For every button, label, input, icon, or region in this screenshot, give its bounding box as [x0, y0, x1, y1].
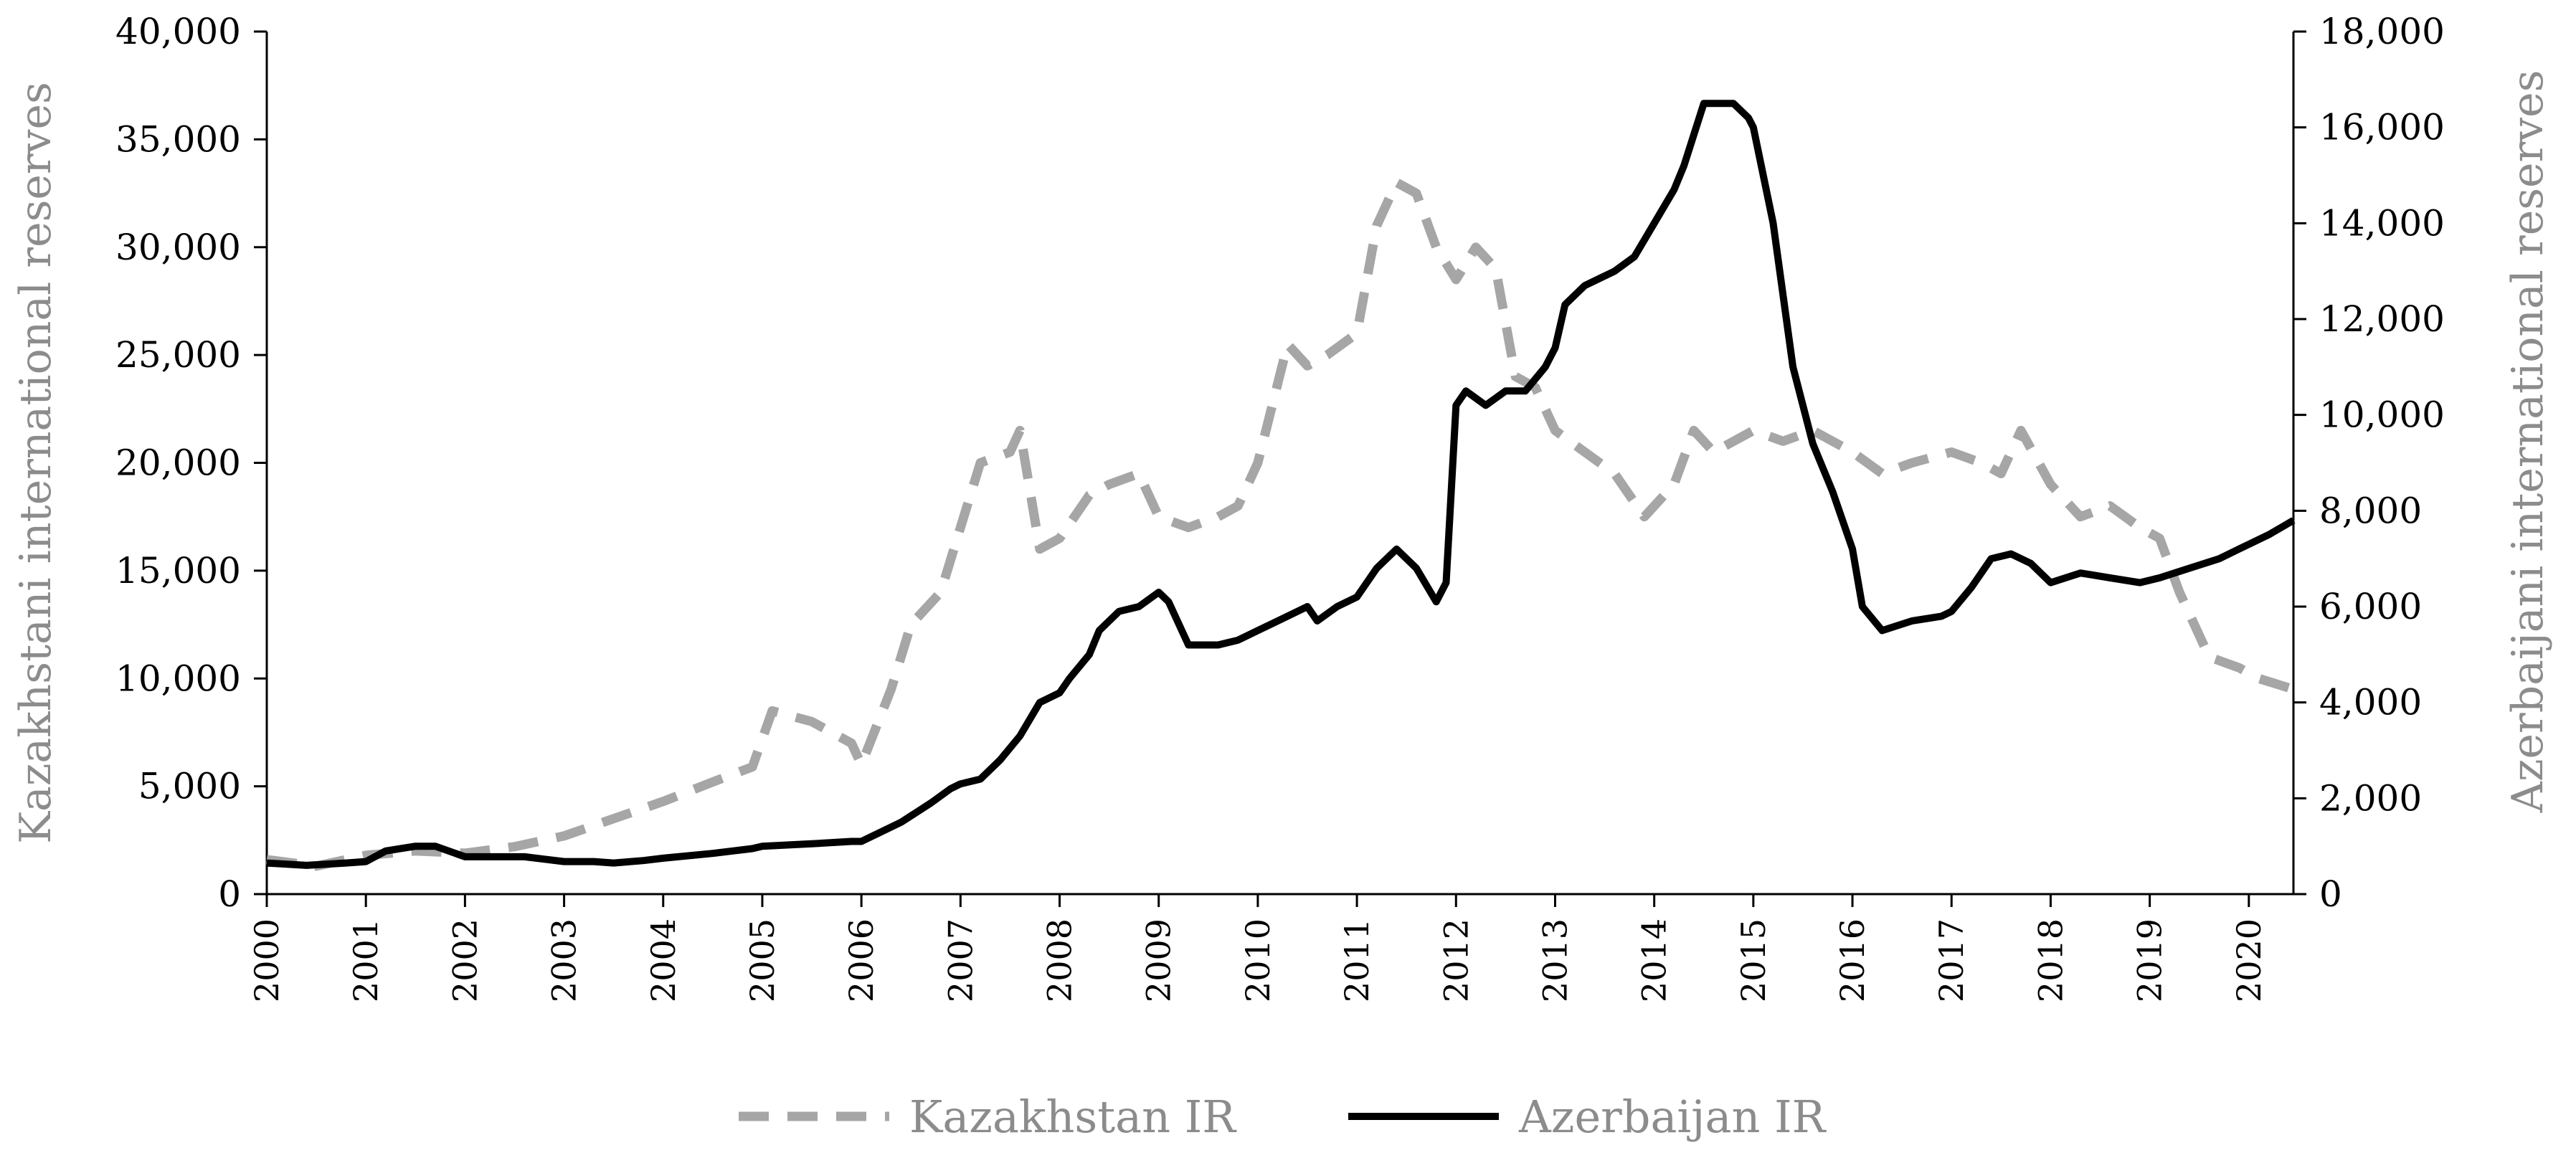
x-tick-label: 2018 — [2031, 918, 2070, 1002]
y-right-tick-label: 18,000 — [2319, 11, 2445, 52]
x-tick-label: 2006 — [842, 918, 881, 1002]
y-right-tick-label: 12,000 — [2319, 298, 2445, 340]
legend-label-kazakhstan: Kazakhstan IR — [909, 1091, 1237, 1143]
x-tick-label: 2007 — [941, 918, 980, 1002]
x-tick-label: 2014 — [1635, 918, 1674, 1002]
y-left-tick-label: 10,000 — [115, 658, 241, 699]
x-tick-label: 2015 — [1734, 918, 1773, 1002]
x-tick-label: 2010 — [1239, 918, 1277, 1002]
y-left-tick-label: 40,000 — [115, 11, 241, 52]
x-tick-label: 2019 — [2131, 918, 2169, 1002]
legend-label-azerbaijan: Azerbaijan IR — [1518, 1091, 1827, 1143]
y-left-tick-label: 0 — [218, 873, 241, 915]
y-right-tick-label: 10,000 — [2319, 394, 2445, 436]
x-tick-label: 2000 — [247, 918, 286, 1002]
x-tick-label: 2020 — [2230, 918, 2268, 1002]
y-right-tick-label: 6,000 — [2319, 586, 2422, 627]
legend: Kazakhstan IR Azerbaijan IR — [739, 1091, 1827, 1143]
y-right-tick-label: 4,000 — [2319, 682, 2422, 723]
y-axis-left-title: Kazakhstani international reserves — [11, 82, 61, 844]
x-tick-label: 2001 — [346, 918, 385, 1002]
y-right-tick-label: 8,000 — [2319, 490, 2422, 531]
x-tick-label: 2012 — [1436, 918, 1475, 1002]
y-left-tick-label: 25,000 — [115, 334, 241, 376]
axis-labels: 0 5,000 10,000 15,000 20,000 25,000 30,000 35,0… — [11, 11, 2553, 1002]
y-right-tick-label: 0 — [2319, 873, 2342, 915]
series-line-azerbaijan — [266, 100, 2296, 869]
x-tick-label: 2008 — [1041, 918, 1079, 1002]
x-tick-label: 2017 — [1932, 918, 1971, 1002]
y-left-tick-label: 30,000 — [115, 227, 241, 268]
series-lines — [266, 100, 2296, 871]
x-tick-label: 2004 — [644, 918, 683, 1002]
y-left-tick-label: 5,000 — [138, 766, 241, 807]
y-left-tick-label: 20,000 — [115, 442, 241, 484]
y-left-tick-label: 35,000 — [115, 118, 241, 160]
y-right-tick-label: 16,000 — [2319, 107, 2445, 148]
x-tick-label: 2011 — [1337, 918, 1376, 1002]
y-left-tick-label: 15,000 — [115, 550, 241, 592]
x-tick-label: 2013 — [1535, 918, 1574, 1002]
axes — [254, 30, 2306, 907]
x-tick-label: 2009 — [1140, 918, 1178, 1002]
y-right-tick-label: 2,000 — [2319, 777, 2422, 819]
x-tick-label: 2016 — [1833, 918, 1872, 1002]
series-line-kazakhstan — [266, 178, 2295, 871]
x-tick-label: 2002 — [445, 918, 484, 1002]
x-tick-label: 2005 — [743, 918, 782, 1002]
x-tick-label: 2003 — [545, 918, 584, 1002]
y-axis-right-title: Azerbaijani international reserves — [2503, 70, 2553, 814]
y-right-tick-label: 14,000 — [2319, 202, 2445, 244]
